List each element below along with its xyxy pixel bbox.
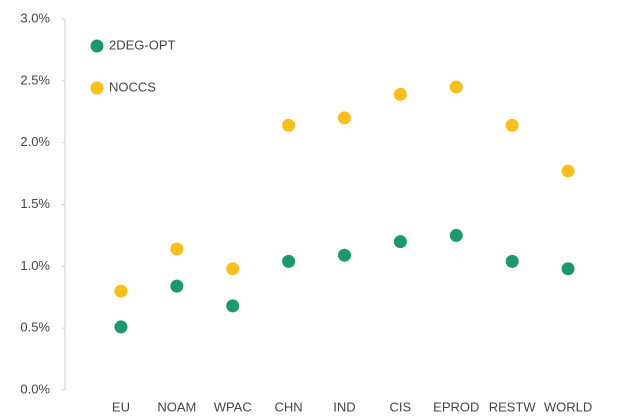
y-tick-label: 2.5% <box>20 72 50 87</box>
x-tick-label: IND <box>333 399 355 414</box>
x-tick-label: WORLD <box>544 399 592 414</box>
dot <box>393 87 407 101</box>
dot <box>505 118 519 132</box>
dot <box>170 242 184 256</box>
dot <box>226 262 240 276</box>
dot <box>338 248 351 262</box>
dot <box>114 284 128 298</box>
y-tick-label: 0.0% <box>20 381 50 396</box>
dot <box>282 118 296 132</box>
dot <box>505 254 519 268</box>
dot <box>170 279 184 293</box>
x-tick-label: CHN <box>275 399 303 414</box>
dot <box>226 299 240 313</box>
dot <box>561 164 575 178</box>
legend-marker <box>90 81 104 95</box>
y-tick-label: 0.5% <box>20 320 50 335</box>
dot <box>561 262 575 276</box>
legend-label: NOCCS <box>109 79 156 94</box>
y-tick-label: 2.0% <box>20 134 50 149</box>
legend-marker <box>90 39 104 53</box>
dot <box>449 80 463 94</box>
x-tick-label: WPAC <box>214 399 252 414</box>
x-tick-label: CIS <box>390 399 412 414</box>
dot <box>393 235 407 249</box>
x-tick-label: EU <box>112 399 130 414</box>
y-tick-label: 3.0% <box>20 10 50 25</box>
legend-label: 2DEG-OPT <box>109 37 176 52</box>
dot <box>449 228 463 242</box>
dot <box>338 111 351 125</box>
dot <box>114 320 128 334</box>
x-tick-label: EPROD <box>433 399 479 414</box>
x-tick-label: NOAM <box>157 399 196 414</box>
x-tick-label: RESTW <box>489 399 537 414</box>
dot <box>282 254 296 268</box>
y-tick-label: 1.5% <box>20 196 50 211</box>
y-tick-label: 1.0% <box>20 258 50 273</box>
